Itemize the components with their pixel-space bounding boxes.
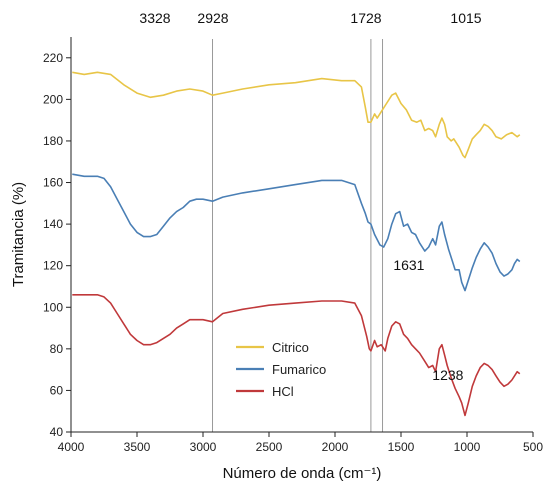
series-line-fumarico — [72, 173, 521, 292]
x-tick-label-1000: 1000 — [454, 440, 481, 454]
top-annotation-3328: 3328 — [139, 10, 170, 26]
peak-annotation-1238: 1238 — [432, 367, 463, 383]
axes: 4000 3500 3000 2500 2000 1500 1000 500 40 60 80 100… — [43, 37, 543, 454]
x-tick-label-2500: 2500 — [256, 440, 283, 454]
y-tick-label-160: 160 — [43, 176, 63, 190]
top-annotation-1728: 1728 — [350, 10, 381, 26]
reference-lines — [212, 39, 384, 432]
y-tick-label-40: 40 — [50, 425, 64, 439]
series-line-hcl — [72, 294, 521, 417]
y-tick-label-220: 220 — [43, 51, 63, 65]
legend-label-citrico: Citrico — [272, 340, 309, 355]
x-tick-label-2000: 2000 — [322, 440, 349, 454]
series-lines — [72, 71, 521, 417]
series-line-citrico — [72, 71, 521, 159]
y-tick-label-80: 80 — [50, 342, 64, 356]
y-tick-label-180: 180 — [43, 134, 63, 148]
y-axis-title: Tramitancia (%) — [10, 182, 27, 287]
peak-annotations: 1631 1238 — [393, 257, 463, 383]
legend-label-fumarico: Fumarico — [272, 362, 326, 377]
top-annotations: 3328 2928 1728 1015 — [139, 10, 481, 26]
x-tick-label-500: 500 — [523, 440, 543, 454]
x-tick-label-4000: 4000 — [58, 440, 85, 454]
y-tick-label-200: 200 — [43, 92, 63, 106]
legend-label-hcl: HCl — [272, 384, 294, 399]
x-tick-label-3000: 3000 — [190, 440, 217, 454]
x-axis-title: Número de onda (cm⁻¹) — [223, 465, 382, 482]
x-tick-label-1500: 1500 — [388, 440, 415, 454]
top-annotation-2928: 2928 — [197, 10, 228, 26]
top-annotation-1015: 1015 — [450, 10, 481, 26]
peak-annotation-1631: 1631 — [393, 257, 424, 273]
y-tick-label-100: 100 — [43, 300, 63, 314]
y-tick-label-120: 120 — [43, 259, 63, 273]
y-tick-label-140: 140 — [43, 217, 63, 231]
y-tick-label-60: 60 — [50, 383, 64, 397]
legend: Citrico Fumarico HCl — [236, 340, 326, 399]
x-tick-label-3500: 3500 — [124, 440, 151, 454]
